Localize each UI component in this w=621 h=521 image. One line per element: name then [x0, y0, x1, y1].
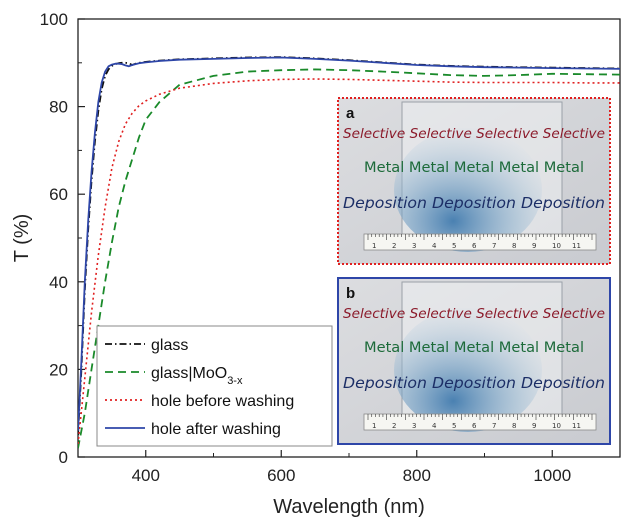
ruler-number: 4 — [432, 422, 437, 430]
photo-text-line: Deposition Deposition Deposition — [343, 374, 605, 392]
legend-box — [96, 325, 333, 447]
ruler-number: 9 — [532, 242, 536, 250]
ruler-number: 6 — [472, 242, 477, 250]
ruler-number: 6 — [472, 422, 477, 430]
y-axis-title: T (%) — [11, 214, 33, 263]
series-line-2 — [78, 68, 620, 449]
series-line-3 — [78, 78, 620, 444]
x-tick-label: 600 — [267, 466, 295, 485]
inset-border — [337, 277, 611, 445]
inset-photo-b: 1 2 3 4 5 6 7 8 9 10 11 Selective Selective Selecti… — [337, 277, 611, 445]
coated-disc — [394, 308, 542, 432]
legend-item: hole after washing — [105, 421, 281, 438]
axis-tick-labels: 400 600 800 1000 0 20 40 60 80 100 — [40, 10, 572, 485]
inset-label: a — [346, 105, 355, 122]
ruler-number: 4 — [432, 242, 437, 250]
photo-text-line: Metal Metal Metal Metal Metal — [364, 160, 584, 176]
ruler-number: 1 — [372, 422, 376, 430]
photo-text-line: Selective Selective Selective Selective — [343, 126, 605, 142]
inset-photo-a: 1 2 3 4 5 6 7 8 9 10 11 Selective Selective Selecti… — [337, 97, 611, 265]
ruler-number: 10 — [552, 242, 561, 250]
ruler-number: 2 — [392, 422, 396, 430]
ruler-number: 8 — [512, 242, 516, 250]
photo-text-line: Selective Selective Selective Selective — [343, 306, 605, 322]
ruler-number: 7 — [492, 242, 496, 250]
x-tick-label: 800 — [403, 466, 431, 485]
y-tick-label: 60 — [49, 185, 68, 204]
legend-label: glass — [151, 337, 188, 354]
ruler-number: 2 — [392, 242, 396, 250]
x-tick-label: 400 — [132, 466, 160, 485]
ruler-number: 5 — [452, 422, 456, 430]
legend-item: hole before washing — [105, 393, 294, 410]
ruler-number: 3 — [412, 242, 416, 250]
y-tick-label: 20 — [49, 360, 68, 379]
ruler-number: 8 — [512, 422, 516, 430]
y-tick-label: 40 — [49, 273, 68, 292]
series-lines — [78, 56, 620, 449]
legend-label: glass|MoO3-x — [151, 365, 243, 387]
legend-label: hole after washing — [151, 421, 281, 438]
series-line-4 — [78, 56, 620, 431]
ruler-number: 11 — [572, 242, 581, 250]
x-tick-label: 1000 — [533, 466, 571, 485]
photo-text-line: Deposition Deposition Deposition — [343, 194, 605, 212]
ruler-number: 10 — [552, 422, 561, 430]
coated-disc — [394, 128, 542, 252]
y-tick-label: 0 — [59, 448, 68, 467]
y-tick-label: 100 — [40, 10, 68, 29]
ruler-number: 9 — [532, 422, 536, 430]
inset-border — [337, 97, 611, 265]
x-axis-title: Wavelength (nm) — [273, 496, 425, 518]
photo-insets: 1 2 3 4 5 6 7 8 9 10 11 Selective Selective Selecti… — [337, 97, 611, 445]
legend: glass glass|MoO3-x hole before washing hole… — [96, 325, 333, 447]
legend-label: hole before washing — [151, 393, 294, 410]
legend-item: glass|MoO3-x — [105, 365, 243, 387]
ruler-number: 5 — [452, 242, 456, 250]
legend-item: glass — [105, 337, 188, 354]
ruler-number: 3 — [412, 422, 416, 430]
ruler-number: 11 — [572, 422, 581, 430]
y-tick-label: 80 — [49, 98, 68, 117]
inset-label: b — [346, 285, 355, 302]
ruler-number: 1 — [372, 242, 376, 250]
photo-text-line: Metal Metal Metal Metal Metal — [364, 340, 584, 356]
ruler-number: 7 — [492, 422, 496, 430]
